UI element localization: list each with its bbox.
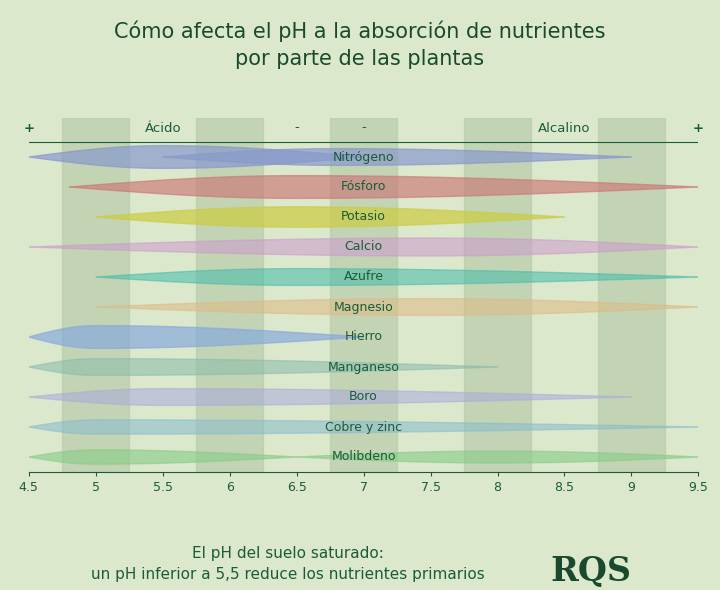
Text: +: + (693, 122, 704, 135)
Text: Hierro: Hierro (345, 330, 382, 343)
Text: Calcio: Calcio (345, 241, 382, 254)
Text: Azufre: Azufre (343, 270, 384, 284)
Polygon shape (29, 389, 631, 405)
Polygon shape (96, 299, 698, 316)
Polygon shape (69, 176, 698, 198)
Polygon shape (163, 149, 631, 165)
Text: Magnesio: Magnesio (334, 300, 393, 313)
Text: Manganeso: Manganeso (328, 360, 400, 373)
Bar (598, 118, 665, 472)
Bar (464, 118, 531, 472)
Text: Potasio: Potasio (341, 211, 386, 224)
Polygon shape (29, 359, 498, 375)
Text: El pH del suelo saturado:
un pH inferior a 5,5 reduce los nutrientes primarios: El pH del suelo saturado: un pH inferior… (91, 546, 485, 582)
Text: Alcalino: Alcalino (539, 122, 590, 135)
Text: Cómo afecta el pH a la absorción de nutrientes
por parte de las plantas: Cómo afecta el pH a la absorción de nutr… (114, 21, 606, 68)
Text: Molibdeno: Molibdeno (331, 451, 396, 464)
Bar (330, 118, 397, 472)
Bar (63, 118, 130, 472)
Polygon shape (96, 268, 698, 286)
Text: Boro: Boro (349, 391, 378, 404)
Text: Fósforo: Fósforo (341, 181, 387, 194)
Text: -: - (294, 122, 299, 135)
Polygon shape (29, 326, 364, 349)
Text: RQS: RQS (550, 555, 631, 588)
Polygon shape (96, 207, 564, 227)
Text: Cobre y zinc: Cobre y zinc (325, 421, 402, 434)
Polygon shape (29, 420, 698, 434)
Text: -: - (361, 122, 366, 135)
Bar (197, 118, 264, 472)
Polygon shape (29, 450, 297, 464)
Polygon shape (297, 451, 698, 463)
Text: Ácido: Ácido (145, 122, 181, 135)
Text: +: + (23, 122, 35, 135)
Text: Nitrógeno: Nitrógeno (333, 150, 395, 163)
Polygon shape (29, 238, 698, 256)
Polygon shape (29, 146, 364, 168)
